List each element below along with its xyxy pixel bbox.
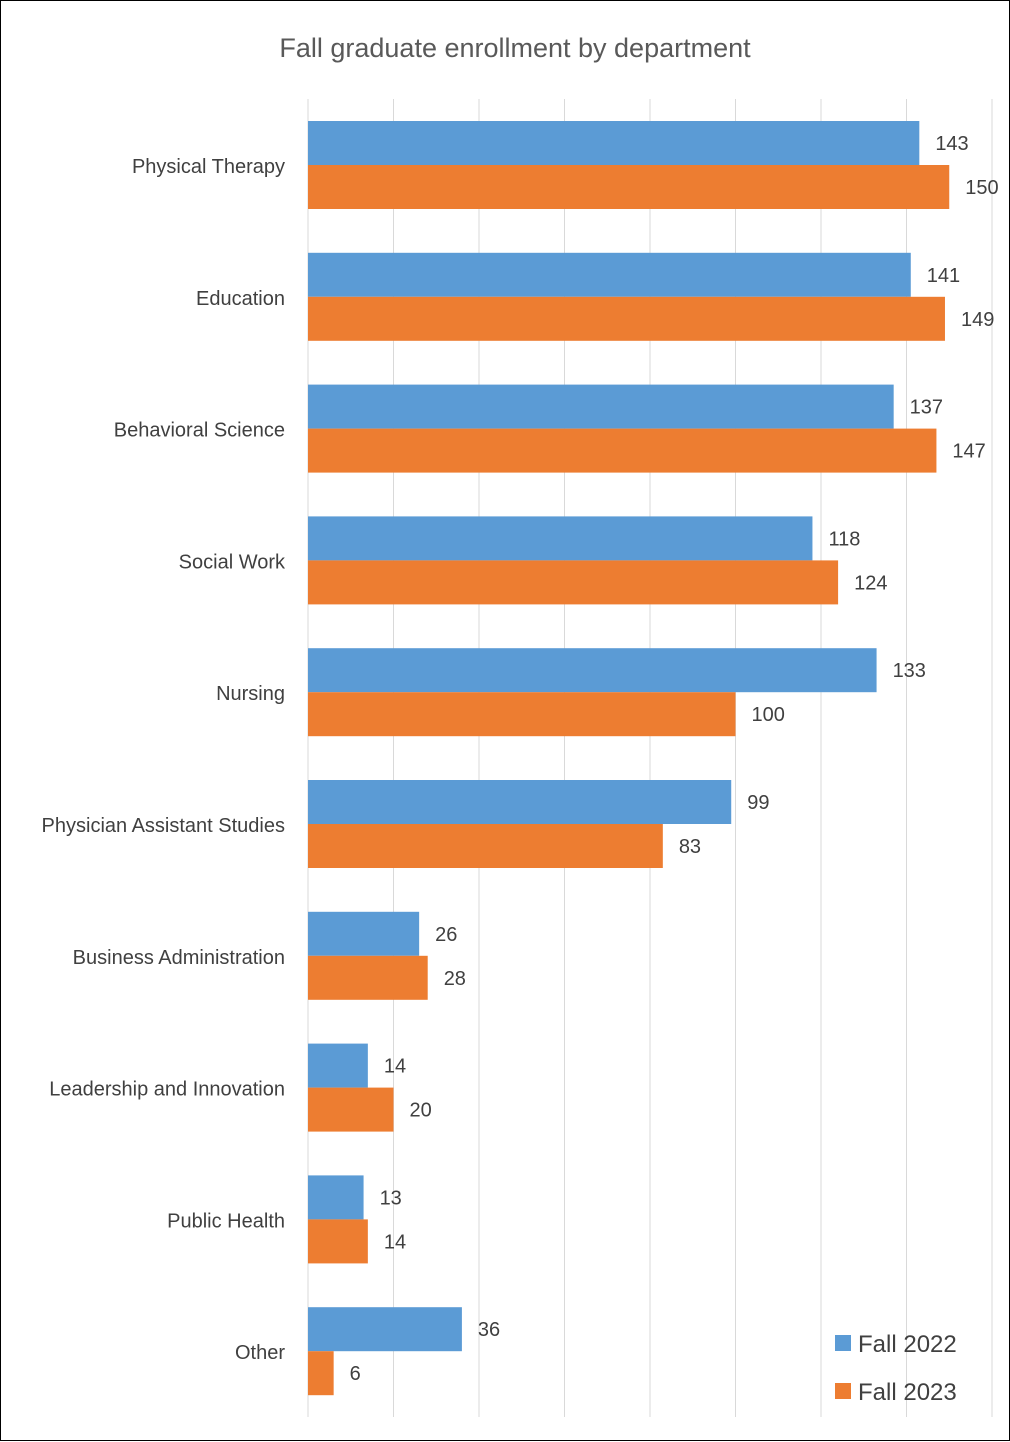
- data-label: 133: [893, 660, 926, 682]
- bar-fall-2022: [308, 1043, 368, 1088]
- data-label: 118: [828, 528, 860, 550]
- bar-fall-2023: [308, 824, 663, 868]
- bar-fall-2022: [308, 516, 813, 561]
- data-label: 149: [961, 309, 994, 331]
- bar-fall-2022: [308, 648, 877, 693]
- category-label: Leadership and Innovation: [49, 1079, 285, 1101]
- bar-fall-2023: [308, 296, 945, 341]
- data-label: 20: [410, 1100, 432, 1122]
- bar-fall-2023: [308, 955, 428, 1000]
- bar-fall-2022: [308, 911, 420, 956]
- category-label: Public Health: [167, 1210, 285, 1232]
- bar-fall-2022: [308, 780, 732, 824]
- data-label: 143: [935, 133, 968, 155]
- data-label: 14: [384, 1231, 406, 1253]
- bar-fall-2023: [308, 1219, 368, 1264]
- data-label: 13: [380, 1187, 402, 1209]
- legend-swatch: [835, 1383, 851, 1399]
- bar-fall-2023: [308, 1351, 334, 1396]
- legend-swatch: [835, 1335, 851, 1351]
- chart-title: Fall graduate enrollment by department: [279, 33, 751, 63]
- bar-fall-2022: [308, 252, 911, 297]
- bar-fall-2023: [308, 692, 736, 737]
- data-label: 14: [384, 1056, 406, 1078]
- data-label: 141: [927, 265, 960, 287]
- bar-fall-2023: [308, 1087, 394, 1132]
- bar-fall-2023: [308, 165, 950, 209]
- category-label: Physician Assistant Studies: [42, 815, 285, 837]
- bar-fall-2022: [308, 1307, 462, 1352]
- data-label: 137: [910, 397, 943, 419]
- bar-fall-2023: [308, 560, 839, 605]
- bar-fall-2023: [308, 428, 937, 473]
- data-label: 28: [444, 968, 466, 990]
- category-label: Education: [196, 288, 285, 310]
- category-label: Physical Therapy: [132, 156, 285, 178]
- data-label: 36: [478, 1319, 500, 1341]
- data-label: 150: [965, 177, 998, 199]
- data-label: 100: [752, 704, 785, 726]
- category-label: Social Work: [179, 551, 286, 573]
- data-label: 6: [350, 1363, 361, 1385]
- category-label: Other: [235, 1342, 285, 1364]
- legend-label: Fall 2023: [858, 1379, 957, 1406]
- data-label: 147: [952, 441, 985, 463]
- data-label: 83: [679, 836, 701, 858]
- bar-fall-2022: [308, 1175, 364, 1220]
- category-label: Business Administration: [73, 947, 285, 969]
- bar-fall-2022: [308, 384, 894, 429]
- bar-fall-2022: [308, 121, 920, 165]
- category-label: Nursing: [216, 683, 285, 705]
- data-label: 26: [435, 924, 457, 946]
- data-label: 99: [747, 792, 769, 814]
- data-label: 124: [854, 572, 887, 594]
- category-label: Behavioral Science: [114, 420, 285, 442]
- legend-label: Fall 2022: [858, 1331, 957, 1358]
